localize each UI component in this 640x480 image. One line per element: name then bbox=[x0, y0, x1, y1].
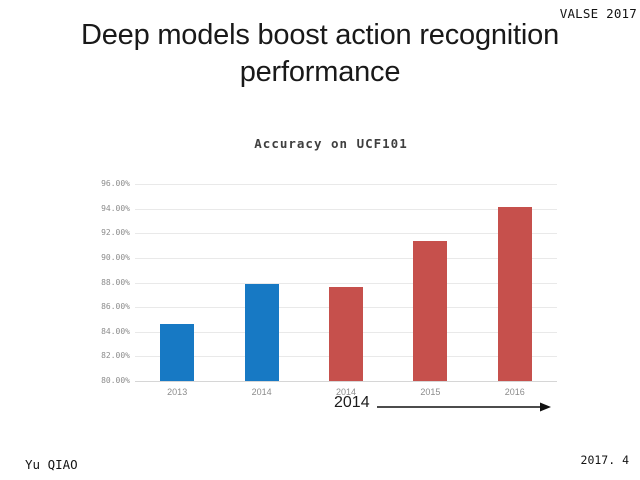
y-axis-tick-label: 92.00% bbox=[101, 228, 130, 238]
y-axis-tick-label: 96.00% bbox=[101, 179, 130, 188]
chart-title: Accuracy on UCF101 bbox=[254, 136, 408, 151]
bar-chart: Accuracy on UCF101 80.00% 82.00% 84.00% 86.… bbox=[100, 133, 562, 403]
gridline bbox=[135, 233, 557, 235]
plot-area bbox=[135, 184, 557, 382]
annotation-year-label: 2014 bbox=[334, 394, 370, 411]
x-axis-tick-label: 2015 bbox=[420, 387, 441, 397]
y-axis-tick-label: 94.00% bbox=[101, 203, 130, 213]
conference-badge: VALSE 2017 bbox=[559, 6, 637, 21]
date-label: 2017. 4 bbox=[580, 453, 629, 467]
bar-2014 bbox=[329, 287, 363, 381]
bar-2015 bbox=[413, 240, 448, 381]
y-axis-tick-label: 84.00% bbox=[101, 326, 130, 336]
x-axis-tick-label: 2014 bbox=[335, 387, 356, 397]
x-axis-tick-label: 2013 bbox=[167, 387, 188, 397]
gridline bbox=[135, 257, 557, 259]
x-axis-tick-label: 2016 bbox=[504, 387, 525, 397]
gridline bbox=[135, 184, 557, 185]
y-axis-tick-label: 80.00% bbox=[101, 376, 130, 385]
bar-2016 bbox=[497, 207, 532, 381]
gridline bbox=[135, 208, 557, 210]
bar-2014 bbox=[244, 283, 279, 381]
gridline bbox=[135, 381, 557, 382]
y-axis-tick-label: 86.00% bbox=[101, 302, 130, 312]
author-label: Yu QIAO bbox=[25, 457, 78, 472]
y-axis-tick-label: 88.00% bbox=[101, 277, 130, 287]
slide-title: Deep models boost action recognition per… bbox=[80, 19, 560, 88]
x-axis-tick-label: 2014 bbox=[251, 387, 272, 397]
gridline bbox=[135, 282, 557, 284]
bar-2013 bbox=[160, 324, 195, 381]
y-axis-tick-label: 90.00% bbox=[101, 252, 130, 262]
right-arrow-icon bbox=[377, 402, 551, 412]
y-axis-tick-label: 82.00% bbox=[101, 351, 130, 361]
